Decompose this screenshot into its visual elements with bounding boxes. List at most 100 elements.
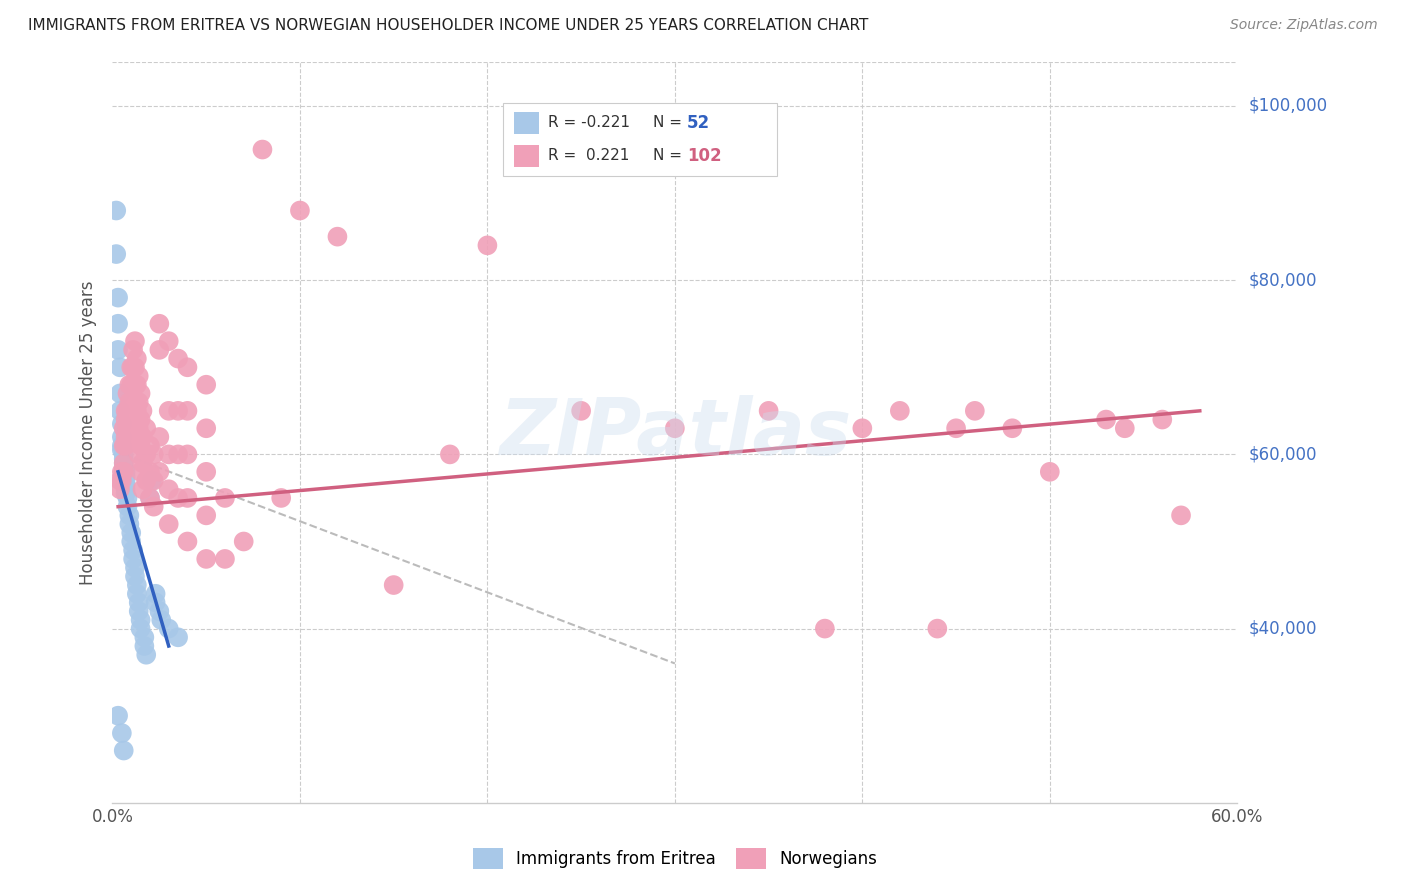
Point <box>195 465 218 479</box>
Point <box>569 404 592 418</box>
Point <box>141 474 163 488</box>
Point <box>477 238 499 252</box>
Point <box>112 421 135 435</box>
Point <box>288 203 311 218</box>
Point <box>125 404 148 418</box>
Point <box>117 386 139 401</box>
Point <box>214 491 236 505</box>
Point <box>114 478 136 492</box>
Point <box>150 613 173 627</box>
Point <box>112 451 135 466</box>
Point <box>112 447 135 461</box>
Text: 52: 52 <box>688 113 710 132</box>
Point <box>195 508 218 523</box>
Point <box>108 482 131 496</box>
Point <box>120 525 142 540</box>
Point <box>111 443 134 458</box>
Y-axis label: Householder Income Under 25 years: Householder Income Under 25 years <box>79 280 97 585</box>
Point <box>167 491 190 505</box>
Point <box>131 404 153 418</box>
Point <box>1152 412 1174 426</box>
Point <box>124 560 146 574</box>
Point <box>125 578 148 592</box>
Point <box>157 622 180 636</box>
Point <box>148 430 170 444</box>
Text: $40,000: $40,000 <box>1249 620 1317 638</box>
Point <box>122 377 145 392</box>
Point <box>111 417 134 431</box>
Point <box>157 404 180 418</box>
Point <box>125 587 148 601</box>
Point <box>107 708 129 723</box>
Point <box>105 247 128 261</box>
Point <box>139 465 162 479</box>
Point <box>112 460 135 475</box>
Point <box>176 447 198 461</box>
Point <box>118 508 141 523</box>
Point <box>1170 508 1192 523</box>
Point <box>135 648 157 662</box>
Point <box>145 595 167 609</box>
Point <box>112 456 135 470</box>
Text: N =: N = <box>652 115 688 130</box>
Point <box>139 491 162 505</box>
Text: R =  0.221: R = 0.221 <box>548 148 628 163</box>
Point <box>148 343 170 357</box>
Point <box>135 447 157 461</box>
Point <box>122 360 145 375</box>
Point <box>135 474 157 488</box>
Point <box>214 552 236 566</box>
Text: 102: 102 <box>688 146 721 165</box>
Point <box>1095 412 1118 426</box>
Point <box>114 469 136 483</box>
Point <box>114 482 136 496</box>
Point <box>108 386 131 401</box>
Text: $100,000: $100,000 <box>1249 97 1327 115</box>
Point <box>122 543 145 558</box>
Point <box>120 534 142 549</box>
Point <box>382 578 405 592</box>
Point <box>114 474 136 488</box>
Point <box>118 430 141 444</box>
Point <box>128 604 150 618</box>
Text: Source: ZipAtlas.com: Source: ZipAtlas.com <box>1230 18 1378 32</box>
Point <box>134 639 156 653</box>
Point <box>120 377 142 392</box>
Point <box>167 404 190 418</box>
Point <box>128 395 150 409</box>
Point <box>1039 465 1062 479</box>
Point <box>664 421 686 435</box>
Point <box>122 412 145 426</box>
Point <box>167 447 190 461</box>
Point <box>122 343 145 357</box>
Point <box>117 491 139 505</box>
Point <box>157 447 180 461</box>
Point <box>945 421 967 435</box>
Point <box>114 439 136 453</box>
Point <box>107 317 129 331</box>
Point <box>125 377 148 392</box>
Point <box>232 534 254 549</box>
Point <box>129 439 152 453</box>
Point <box>758 404 780 418</box>
Point <box>120 395 142 409</box>
Point <box>176 360 198 375</box>
Point <box>145 587 167 601</box>
Point <box>176 534 198 549</box>
Point <box>131 456 153 470</box>
Point <box>111 430 134 444</box>
Text: $80,000: $80,000 <box>1249 271 1317 289</box>
Point <box>326 229 349 244</box>
Point <box>120 412 142 426</box>
Point <box>118 412 141 426</box>
Point <box>124 360 146 375</box>
Point <box>128 369 150 384</box>
Point <box>176 491 198 505</box>
Point <box>107 291 129 305</box>
Point <box>129 622 152 636</box>
Point <box>927 622 949 636</box>
Point <box>128 595 150 609</box>
Point <box>270 491 292 505</box>
Point <box>1001 421 1024 435</box>
Point <box>195 421 218 435</box>
